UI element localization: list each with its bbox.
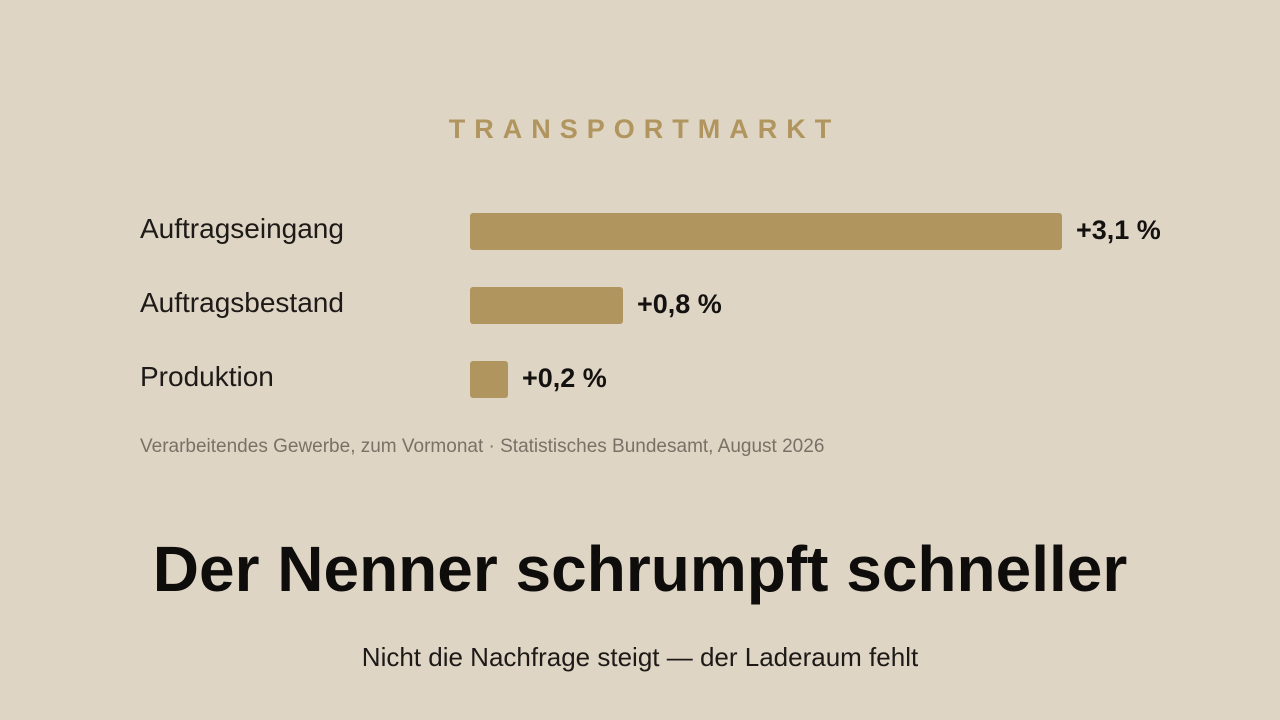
- bar-value-label: +3,1 %: [1076, 215, 1161, 245]
- bar-category-label: Auftragseingang: [140, 213, 344, 244]
- bar: [470, 287, 623, 324]
- bar-row: Auftragsbestand +0,8 %: [0, 287, 1280, 325]
- bar-category-label: Produktion: [140, 361, 274, 392]
- bar: [470, 361, 508, 398]
- chart-source-note: Verarbeitendes Gewerbe, zum Vormonat · S…: [140, 436, 825, 457]
- bar: [470, 213, 1062, 250]
- bar-row: Produktion +0,2 %: [0, 361, 1280, 399]
- bar-value-label: +0,8 %: [637, 289, 722, 319]
- section-eyebrow: TRANSPORTMARKT: [448, 114, 841, 144]
- headline: Der Nenner schrumpft schneller: [152, 533, 1128, 605]
- subheadline: Nicht die Nachfrage steigt — der Laderau…: [361, 642, 919, 672]
- bar-chart: Auftragseingang +3,1 % Auftragsbestand +0,8…: [0, 213, 1280, 399]
- bar-value-label: +0,2 %: [522, 363, 607, 393]
- bar-row: Auftragseingang +3,1 %: [0, 213, 1280, 251]
- bar-category-label: Auftragsbestand: [140, 287, 344, 318]
